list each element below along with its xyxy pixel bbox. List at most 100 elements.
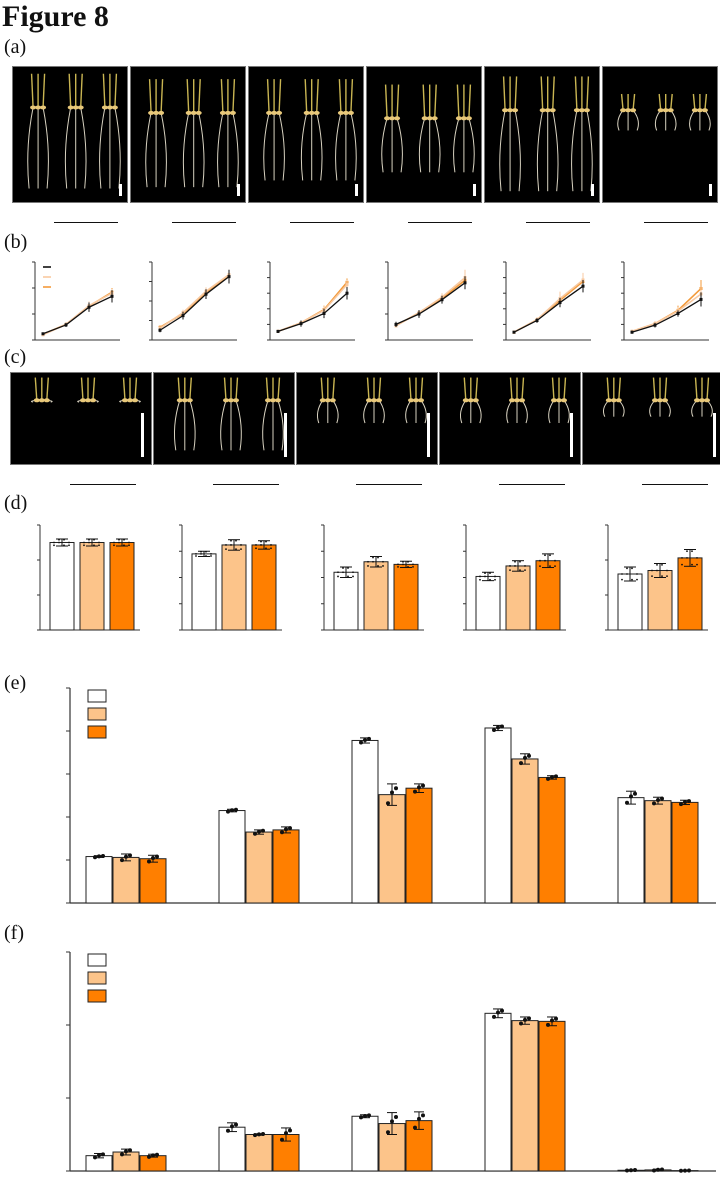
mutant-bracket xyxy=(54,222,118,223)
data-point xyxy=(93,538,95,541)
data-point xyxy=(284,827,288,832)
data-point xyxy=(113,541,115,544)
panel-label-f: (f) xyxy=(4,922,24,944)
data-point xyxy=(524,565,526,567)
data-point xyxy=(546,776,550,781)
bar xyxy=(511,1020,539,1172)
data-point xyxy=(58,538,60,541)
data-point xyxy=(372,560,374,563)
bar xyxy=(647,570,673,631)
data-point xyxy=(417,312,421,316)
data-point xyxy=(550,1018,554,1023)
data-point xyxy=(626,573,628,575)
data-point xyxy=(41,332,45,336)
bar xyxy=(475,575,501,631)
data-point xyxy=(234,1122,238,1127)
data-point xyxy=(539,565,541,568)
data-point xyxy=(181,314,185,318)
data-point xyxy=(630,330,634,334)
data-point xyxy=(527,1016,531,1021)
mutant-bracket xyxy=(172,222,236,223)
data-point xyxy=(260,544,262,546)
mutant-bracket xyxy=(644,222,708,223)
mutant-bracket xyxy=(526,222,590,223)
series-line-ospyl10-2 xyxy=(395,276,466,327)
data-point xyxy=(413,1125,417,1130)
series-line-WT xyxy=(395,282,466,325)
data-point xyxy=(288,1128,292,1133)
data-point xyxy=(367,560,369,563)
bar xyxy=(109,542,135,631)
mutant-bracket xyxy=(290,222,354,223)
bar xyxy=(79,542,105,631)
data-point xyxy=(118,538,120,541)
seedlings-image xyxy=(459,377,570,424)
seedlings-image xyxy=(316,377,427,424)
series-line-ospyl10-2 xyxy=(277,284,348,333)
series-line-ospyl10-5 xyxy=(277,281,348,333)
data-point xyxy=(625,800,629,805)
data-point xyxy=(636,578,638,581)
bar xyxy=(218,810,246,904)
data-point xyxy=(633,1168,637,1173)
bar xyxy=(221,544,247,631)
data-point xyxy=(359,740,363,745)
data-point xyxy=(151,856,155,861)
data-point xyxy=(261,828,265,833)
bar xyxy=(272,829,300,904)
data-point xyxy=(367,565,369,567)
bar xyxy=(484,727,512,904)
data-point xyxy=(509,565,511,567)
data-point xyxy=(549,554,551,557)
seedling-photo xyxy=(296,372,438,465)
data-point xyxy=(512,330,516,334)
data-point xyxy=(660,796,664,801)
seedling-photo xyxy=(12,66,128,203)
data-point xyxy=(342,567,344,569)
data-point xyxy=(377,565,379,567)
bar xyxy=(644,800,672,904)
data-point xyxy=(123,538,125,541)
data-point xyxy=(68,544,70,547)
data-point xyxy=(666,575,668,577)
data-point xyxy=(686,550,688,553)
mutant-bracket xyxy=(499,484,565,485)
bar xyxy=(218,1126,246,1172)
scale-bar xyxy=(473,184,476,196)
data-point xyxy=(128,544,130,547)
data-point xyxy=(98,544,100,547)
seedling-photo xyxy=(366,66,482,203)
seedling-photo xyxy=(10,372,152,465)
bar xyxy=(378,794,406,904)
panel-label-b: (b) xyxy=(4,231,28,253)
bar xyxy=(245,831,273,904)
seedlings-image xyxy=(145,79,239,188)
mutant-bracket xyxy=(70,484,136,485)
scale-bar xyxy=(119,184,122,196)
data-point xyxy=(255,544,257,546)
figure-title: Figure 8 xyxy=(2,0,109,33)
data-point xyxy=(276,329,280,333)
data-point xyxy=(225,544,227,546)
data-point xyxy=(546,1022,550,1027)
data-point xyxy=(544,554,546,557)
bar xyxy=(139,858,167,904)
legend-swatch xyxy=(87,689,107,703)
data-point xyxy=(554,1016,558,1021)
data-point xyxy=(656,569,658,572)
data-point xyxy=(53,544,55,547)
data-point xyxy=(372,556,374,559)
data-point xyxy=(527,753,531,758)
bar xyxy=(245,1134,273,1172)
legend-swatch xyxy=(87,707,107,721)
data-point xyxy=(93,855,97,860)
data-point xyxy=(390,1119,394,1124)
data-point xyxy=(322,311,326,315)
data-point xyxy=(660,1167,664,1172)
data-point xyxy=(280,1137,284,1142)
data-point xyxy=(681,563,683,566)
data-point xyxy=(253,831,257,836)
data-point xyxy=(421,783,425,788)
bar xyxy=(538,1020,566,1172)
